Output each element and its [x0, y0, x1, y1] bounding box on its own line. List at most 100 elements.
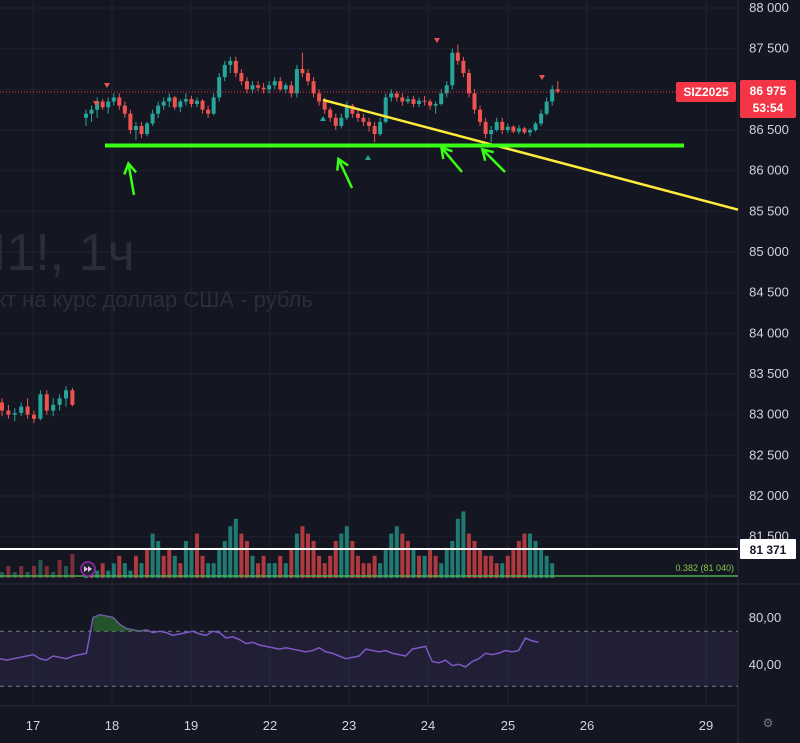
- arrow-shaft: [441, 148, 463, 173]
- volume-bar: [200, 555, 205, 578]
- volume-bar: [106, 570, 111, 578]
- candle-body: [505, 126, 510, 130]
- candle-body: [444, 85, 449, 94]
- time-tick-label: 19: [184, 718, 198, 733]
- volume-bar: [472, 541, 477, 578]
- candle-body: [328, 109, 333, 118]
- candle-body: [128, 113, 133, 130]
- candle-body: [333, 117, 338, 126]
- volume-bar: [217, 548, 222, 578]
- candle-body: [500, 121, 505, 130]
- volume-bar: [25, 572, 30, 578]
- candle-body: [555, 89, 560, 92]
- volume-bar: [511, 548, 516, 578]
- volume-bar: [239, 533, 244, 578]
- signal-marker: [104, 83, 110, 88]
- candle-body: [211, 97, 216, 114]
- volume-bar: [344, 526, 349, 578]
- volume-bar: [505, 555, 510, 578]
- candle-body: [183, 99, 188, 102]
- time-tick-label: 22: [263, 718, 277, 733]
- candle-body: [489, 130, 494, 135]
- candle-body: [161, 101, 166, 106]
- signal-marker: [539, 75, 545, 80]
- candle-body: [178, 101, 183, 108]
- volume-bar: [444, 548, 449, 578]
- candle-body: [344, 105, 349, 118]
- grid-lines: [0, 0, 738, 706]
- signal-marker: [320, 116, 326, 121]
- candle-body: [361, 117, 366, 122]
- volume-bar: [428, 548, 433, 578]
- volume-bar: [57, 560, 62, 578]
- gear-icon[interactable]: ⚙: [762, 716, 774, 730]
- candle-body: [350, 105, 355, 114]
- volume-bar: [250, 555, 255, 578]
- volume-bar: [466, 533, 471, 578]
- volume-bars: [0, 511, 555, 578]
- candle-body: [278, 81, 283, 90]
- candle-body: [195, 100, 199, 104]
- volume-bar: [494, 563, 499, 578]
- volume-bar: [417, 555, 421, 578]
- price-tick-label: 82 000: [749, 488, 789, 503]
- candle-body: [100, 101, 105, 108]
- trend-line[interactable]: [322, 98, 739, 211]
- time-axis[interactable]: 17 18 19 22 23 24 25 26 29: [26, 718, 713, 733]
- candle-body: [311, 81, 316, 94]
- candle-body: [433, 103, 438, 106]
- candle-body: [150, 113, 155, 124]
- candle-body: [167, 97, 172, 102]
- watermark-description: кт на курс доллар США - рубль: [0, 287, 313, 312]
- volume-bar: [156, 541, 161, 578]
- time-tick-label: 17: [26, 718, 40, 733]
- rsi-band: [0, 631, 738, 687]
- volume-bar: [361, 563, 366, 578]
- price-tick-label: 83 500: [749, 366, 789, 381]
- volume-bar: [256, 563, 261, 578]
- volume-bar: [478, 548, 483, 578]
- candle-body: [478, 109, 483, 122]
- candle-body: [122, 105, 127, 114]
- candle-body: [422, 100, 427, 102]
- price-tick-label: 86 000: [749, 163, 789, 178]
- candle-body: [516, 128, 521, 132]
- line-price-tag-value: 81 371: [750, 543, 787, 557]
- candle-body: [57, 398, 62, 405]
- signal-marker: [365, 155, 371, 160]
- volume-bar: [178, 563, 183, 578]
- candle-body: [544, 101, 549, 114]
- candle-body: [228, 60, 233, 65]
- candle-body: [38, 394, 43, 419]
- candle-body: [250, 85, 255, 90]
- rsi-overbought-fill: [93, 614, 147, 632]
- volume-bar: [167, 548, 172, 578]
- candle-body: [466, 73, 471, 94]
- candle-body: [70, 390, 75, 405]
- candle-body: [233, 60, 238, 74]
- arrow-icon: [439, 145, 463, 173]
- candle-body: [400, 97, 405, 102]
- rsi-path: [0, 613, 539, 668]
- volume-bar: [311, 541, 316, 578]
- candle-body: [25, 406, 30, 415]
- volume-bar: [0, 572, 4, 578]
- candle-body: [244, 81, 249, 90]
- candle-body: [383, 97, 388, 122]
- volume-bar: [372, 555, 377, 578]
- fast-forward-icon[interactable]: [80, 561, 96, 577]
- watermark-symbol: I1!, 1ч: [0, 224, 135, 282]
- signal-marker: [434, 38, 440, 43]
- time-tick-label: 25: [501, 718, 515, 733]
- volume-bar: [394, 526, 399, 578]
- volume-bar: [433, 555, 438, 578]
- price-tick-label: 86 500: [749, 122, 789, 137]
- candle-body: [133, 125, 138, 130]
- volume-bar: [355, 555, 360, 578]
- candle-body: [6, 410, 11, 415]
- arrow-icon: [123, 161, 138, 196]
- volume-bar: [12, 572, 17, 578]
- volume-bar: [461, 511, 466, 578]
- candle-body: [455, 52, 460, 61]
